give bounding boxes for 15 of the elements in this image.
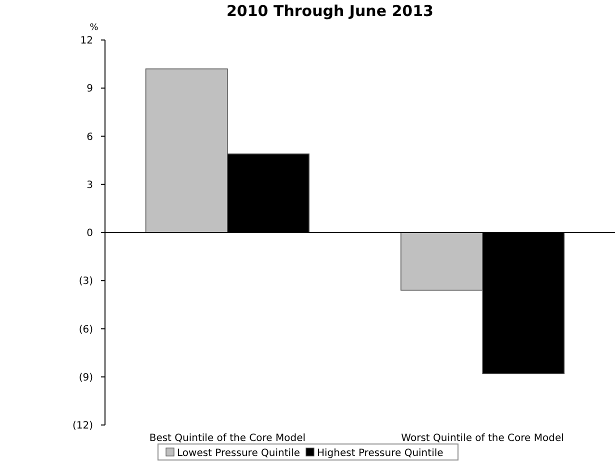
y-axis-title: %	[90, 23, 99, 33]
legend-label: Highest Pressure Quintile	[317, 448, 444, 459]
legend-label: Lowest Pressure Quintile	[177, 448, 300, 459]
y-tick-label: (12)	[72, 420, 94, 432]
x-tick-label: Worst Quintile of the Core Model	[401, 433, 564, 444]
y-tick-label: (6)	[78, 324, 94, 336]
y-tick-label: 3	[86, 180, 93, 191]
x-tick-label: Best Quintile of the Core Model	[149, 433, 306, 444]
y-tick-label: 9	[86, 84, 93, 95]
y-tick-label: (3)	[78, 276, 94, 288]
y-tick-label: 6	[86, 132, 93, 143]
y-tick-label: 12	[80, 36, 93, 46]
chart-title: 2010 Through June 2013	[226, 2, 434, 20]
y-tick-label: 0	[86, 228, 93, 239]
y-tick-label: (9)	[78, 372, 94, 384]
